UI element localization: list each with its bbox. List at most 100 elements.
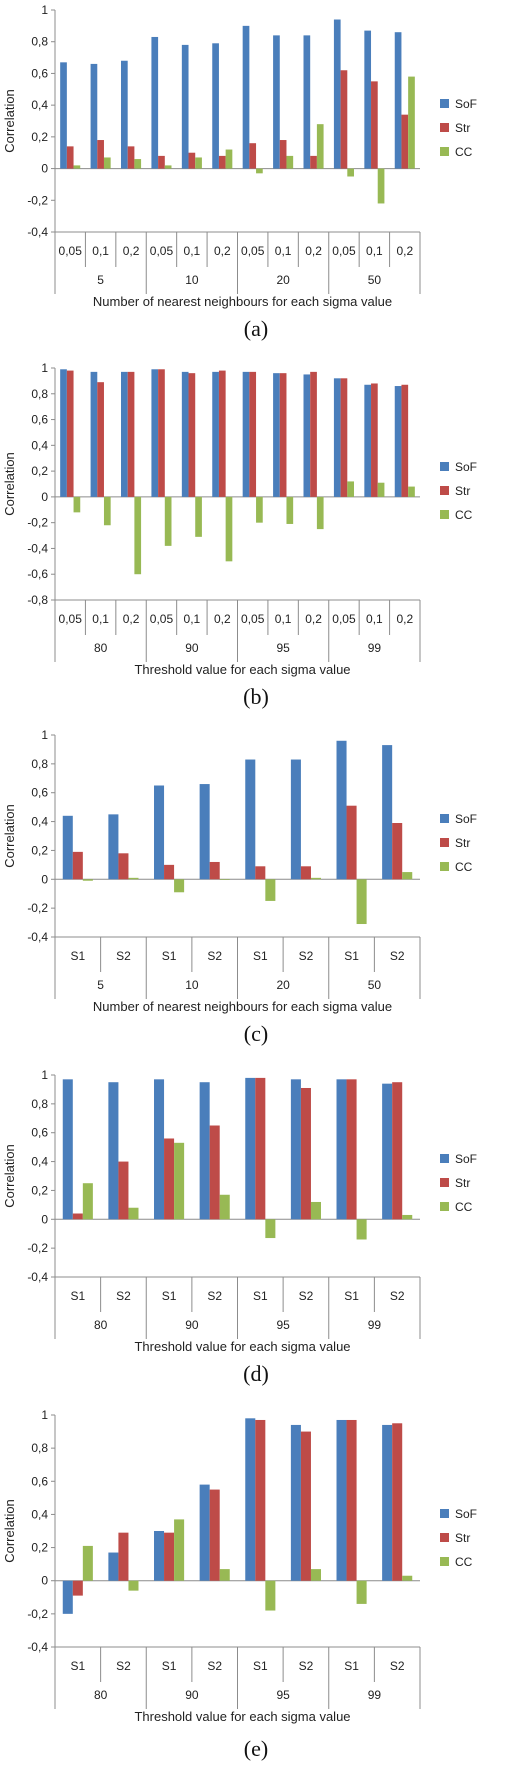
bar-sof xyxy=(108,814,119,880)
bar-str xyxy=(66,146,74,169)
bar-str xyxy=(218,155,226,169)
legend-swatch-sof xyxy=(440,814,449,823)
x-tick-label: 0,05 xyxy=(241,244,265,258)
y-tick-label: 0,6 xyxy=(31,1474,48,1488)
y-tick-label: -0,4 xyxy=(27,541,48,555)
x-tick-label: S1 xyxy=(162,1659,177,1673)
bar-str xyxy=(401,384,409,497)
x-tick-label: S2 xyxy=(207,1289,222,1303)
y-tick-label: 0,4 xyxy=(31,1155,48,1169)
x-tick-label: S1 xyxy=(70,949,85,963)
x-group-label: 80 xyxy=(94,1688,108,1702)
bar-cc xyxy=(402,872,413,880)
bar-cc xyxy=(82,1183,93,1220)
x-tick-label: S2 xyxy=(390,949,405,963)
x-group-label: 50 xyxy=(368,978,382,992)
x-tick-label: 0,05 xyxy=(150,612,174,626)
x-tick-label: 0,05 xyxy=(59,612,83,626)
bar-cc xyxy=(128,1580,139,1591)
bar-sof xyxy=(62,1580,73,1614)
x-axis-title: Number of nearest neighbours for each si… xyxy=(93,294,392,309)
bar-str xyxy=(310,155,317,169)
x-axis-title: Threshold value for each sigma value xyxy=(134,1709,350,1724)
legend-swatch-str xyxy=(440,123,449,132)
y-tick-label: 0 xyxy=(41,1574,48,1588)
y-axis-title: Correlation xyxy=(2,1144,17,1208)
y-tick-label: -0,8 xyxy=(27,593,48,607)
bar-cc xyxy=(174,879,185,893)
bar-str xyxy=(164,864,175,880)
y-tick-label: 0 xyxy=(41,1212,48,1226)
x-tick-label: 0,2 xyxy=(305,244,322,258)
legend-swatch-cc xyxy=(440,147,449,156)
bar-sof xyxy=(154,1079,165,1220)
chart-panel-e: -0,4 -0,2 0 0,2 0,4 0,6 0,8 1 Correlation S1 S2 S1 S… xyxy=(0,1405,512,1730)
x-tick-label: 0,1 xyxy=(92,612,109,626)
caption-b: (b) xyxy=(243,684,269,709)
x-group-label: 20 xyxy=(276,978,290,992)
y-tick-label: 0,6 xyxy=(31,786,48,800)
legend-swatch-sof xyxy=(440,1154,449,1163)
bar-cc xyxy=(286,155,294,169)
bar-cc xyxy=(265,1219,276,1239)
y-tick-label: 0,8 xyxy=(31,387,48,401)
bar-str xyxy=(340,378,348,497)
y-tick-label: -0,2 xyxy=(27,1241,48,1255)
bar-sof xyxy=(382,745,393,880)
x-tick-label: 0,2 xyxy=(123,244,140,258)
bar-str xyxy=(72,851,83,880)
y-tick-label: -0,4 xyxy=(27,1270,48,1284)
bar-cc xyxy=(356,1580,367,1604)
bar-sof xyxy=(333,19,341,169)
y-tick-label: 0,2 xyxy=(31,130,48,144)
y-tick-label: -0,4 xyxy=(27,225,48,239)
bar-cc xyxy=(128,1207,139,1220)
y-tick-label: 0 xyxy=(41,872,48,886)
bar-sof xyxy=(336,1419,347,1581)
legend-swatch-str xyxy=(440,486,449,495)
caption-e: (e) xyxy=(243,1736,269,1761)
bar-sof xyxy=(364,30,372,169)
bar-cc xyxy=(256,168,263,174)
bar-sof xyxy=(290,1079,301,1220)
bar-cc xyxy=(310,1569,321,1581)
legend-swatch-str xyxy=(440,1178,449,1187)
bar-str xyxy=(371,383,378,497)
bar-sof xyxy=(212,371,219,497)
bar-str xyxy=(97,382,104,497)
y-tick-label: 0 xyxy=(41,490,48,504)
x-tick-label: 0,1 xyxy=(184,612,201,626)
bar-cc xyxy=(219,1194,230,1220)
y-tick-label: 0,6 xyxy=(31,1126,48,1140)
legend-label-str: Str xyxy=(455,836,470,850)
x-group-label: 80 xyxy=(94,641,108,655)
y-tick-label: -0,2 xyxy=(27,516,48,530)
x-axis-title: Threshold value for each sigma value xyxy=(134,1339,350,1354)
y-axis-title: Correlation xyxy=(2,89,17,153)
x-tick-label: 0,05 xyxy=(241,612,265,626)
bar-str xyxy=(188,152,196,169)
legend-label-sof: SoF xyxy=(455,812,477,826)
bar-sof xyxy=(60,62,67,169)
legend-label-str: Str xyxy=(455,1531,470,1545)
legend-label-sof: SoF xyxy=(455,97,477,111)
bar-cc xyxy=(225,149,233,169)
bar-cc xyxy=(402,1575,413,1581)
bar-str xyxy=(158,369,165,497)
legend-label-cc: CC xyxy=(455,1200,473,1214)
caption-a: (a) xyxy=(243,316,269,341)
chart-svg-a: -0,4 -0,2 0 0,2 0,4 0,6 0,8 1 Correlation 0,05 0,1… xyxy=(2,3,477,309)
bar-str xyxy=(279,373,287,497)
y-tick-label: 0,8 xyxy=(31,757,48,771)
bar-cc xyxy=(164,165,172,169)
x-tick-label: 0,1 xyxy=(275,612,292,626)
x-group-label: 90 xyxy=(185,1688,199,1702)
x-tick-label: S2 xyxy=(207,949,222,963)
x-tick-label: S1 xyxy=(344,1659,359,1673)
bar-cc xyxy=(316,496,324,530)
y-tick-label: 0,4 xyxy=(31,1507,48,1521)
x-group-label: 5 xyxy=(97,978,104,992)
legend-swatch-cc xyxy=(440,510,449,519)
bar-cc xyxy=(164,496,172,546)
x-group-label: 90 xyxy=(185,1318,199,1332)
